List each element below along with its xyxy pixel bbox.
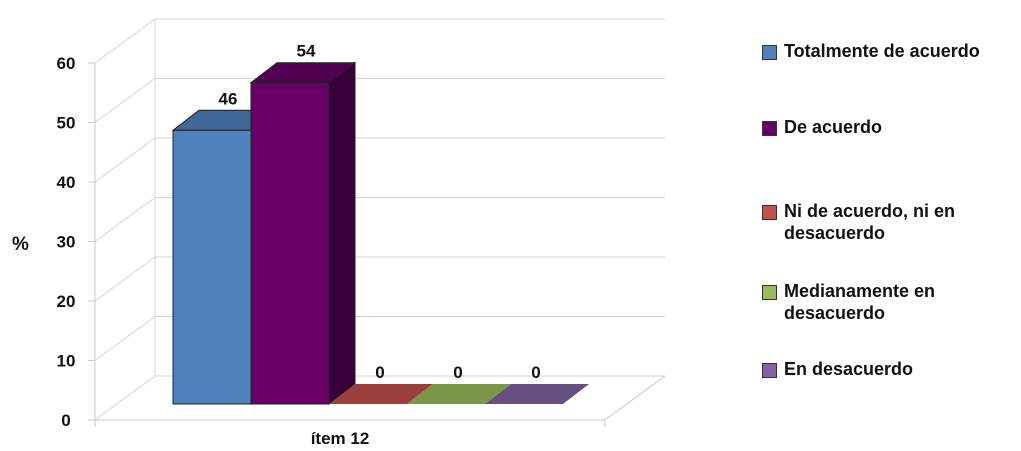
gridline-diagonal — [94, 137, 156, 183]
y-tick-label: 0 — [61, 411, 70, 430]
legend-swatch — [762, 205, 777, 220]
bar-side-2 — [328, 61, 356, 406]
legend-label: Totalmente de acuerdo — [784, 41, 980, 61]
y-tick-label: 60 — [57, 54, 76, 73]
legend-item: Medianamente en desacuerdo — [760, 280, 1020, 324]
x-category-label: ítem 12 — [311, 429, 370, 448]
y-tick-label: 30 — [57, 233, 76, 252]
bar-1 — [172, 129, 252, 405]
floor-edge — [604, 375, 666, 421]
y-tick-label: 20 — [57, 292, 76, 311]
legend-label: Medianamente en desacuerdo — [784, 281, 936, 323]
bars — [171, 61, 589, 406]
bar-top-5 — [485, 384, 589, 404]
labels: 46 54 0 0 0 — [219, 42, 541, 382]
chart: 0 10 20 30 40 50 60 ítem 12 46 54 0 0 0 % — [12, 18, 666, 448]
bar-top-4 — [407, 384, 511, 404]
legend-item: De acuerdo — [760, 116, 882, 138]
gridline-diagonal — [94, 197, 156, 242]
bar-top-3 — [329, 384, 433, 404]
gridline-diagonal — [94, 375, 156, 421]
legend-item: En desacuerdo — [760, 358, 913, 380]
legend-item: Totalmente de acuerdo — [760, 40, 980, 62]
legend-swatch — [762, 121, 777, 136]
legend-item: Ni de acuerdo, ni en desacuerdo — [760, 200, 1020, 244]
legend-label: Ni de acuerdo, ni en desacuerdo — [784, 201, 956, 243]
y-tick-label: 10 — [57, 352, 76, 371]
data-label-5: 0 — [531, 363, 540, 382]
data-label-3: 0 — [375, 363, 384, 382]
y-tick-label: 40 — [57, 173, 76, 192]
y-tick-label: 50 — [57, 114, 76, 133]
gridline-diagonal — [94, 18, 156, 64]
legend-swatch — [762, 363, 777, 378]
data-label-2: 54 — [297, 42, 316, 61]
legend-swatch — [762, 285, 777, 300]
axes: 0 10 20 30 40 50 60 ítem 12 — [57, 54, 666, 448]
bar-2 — [250, 82, 330, 405]
gridline-diagonal — [94, 78, 156, 123]
y-axis-label: % — [12, 234, 29, 255]
data-label-4: 0 — [453, 363, 462, 382]
legend-label: De acuerdo — [784, 117, 883, 137]
legend-swatch — [762, 45, 777, 60]
gridline-diagonal — [94, 316, 156, 361]
gridline-diagonal — [94, 256, 156, 302]
data-label-1: 46 — [219, 89, 238, 108]
legend-label: En desacuerdo — [784, 359, 914, 379]
